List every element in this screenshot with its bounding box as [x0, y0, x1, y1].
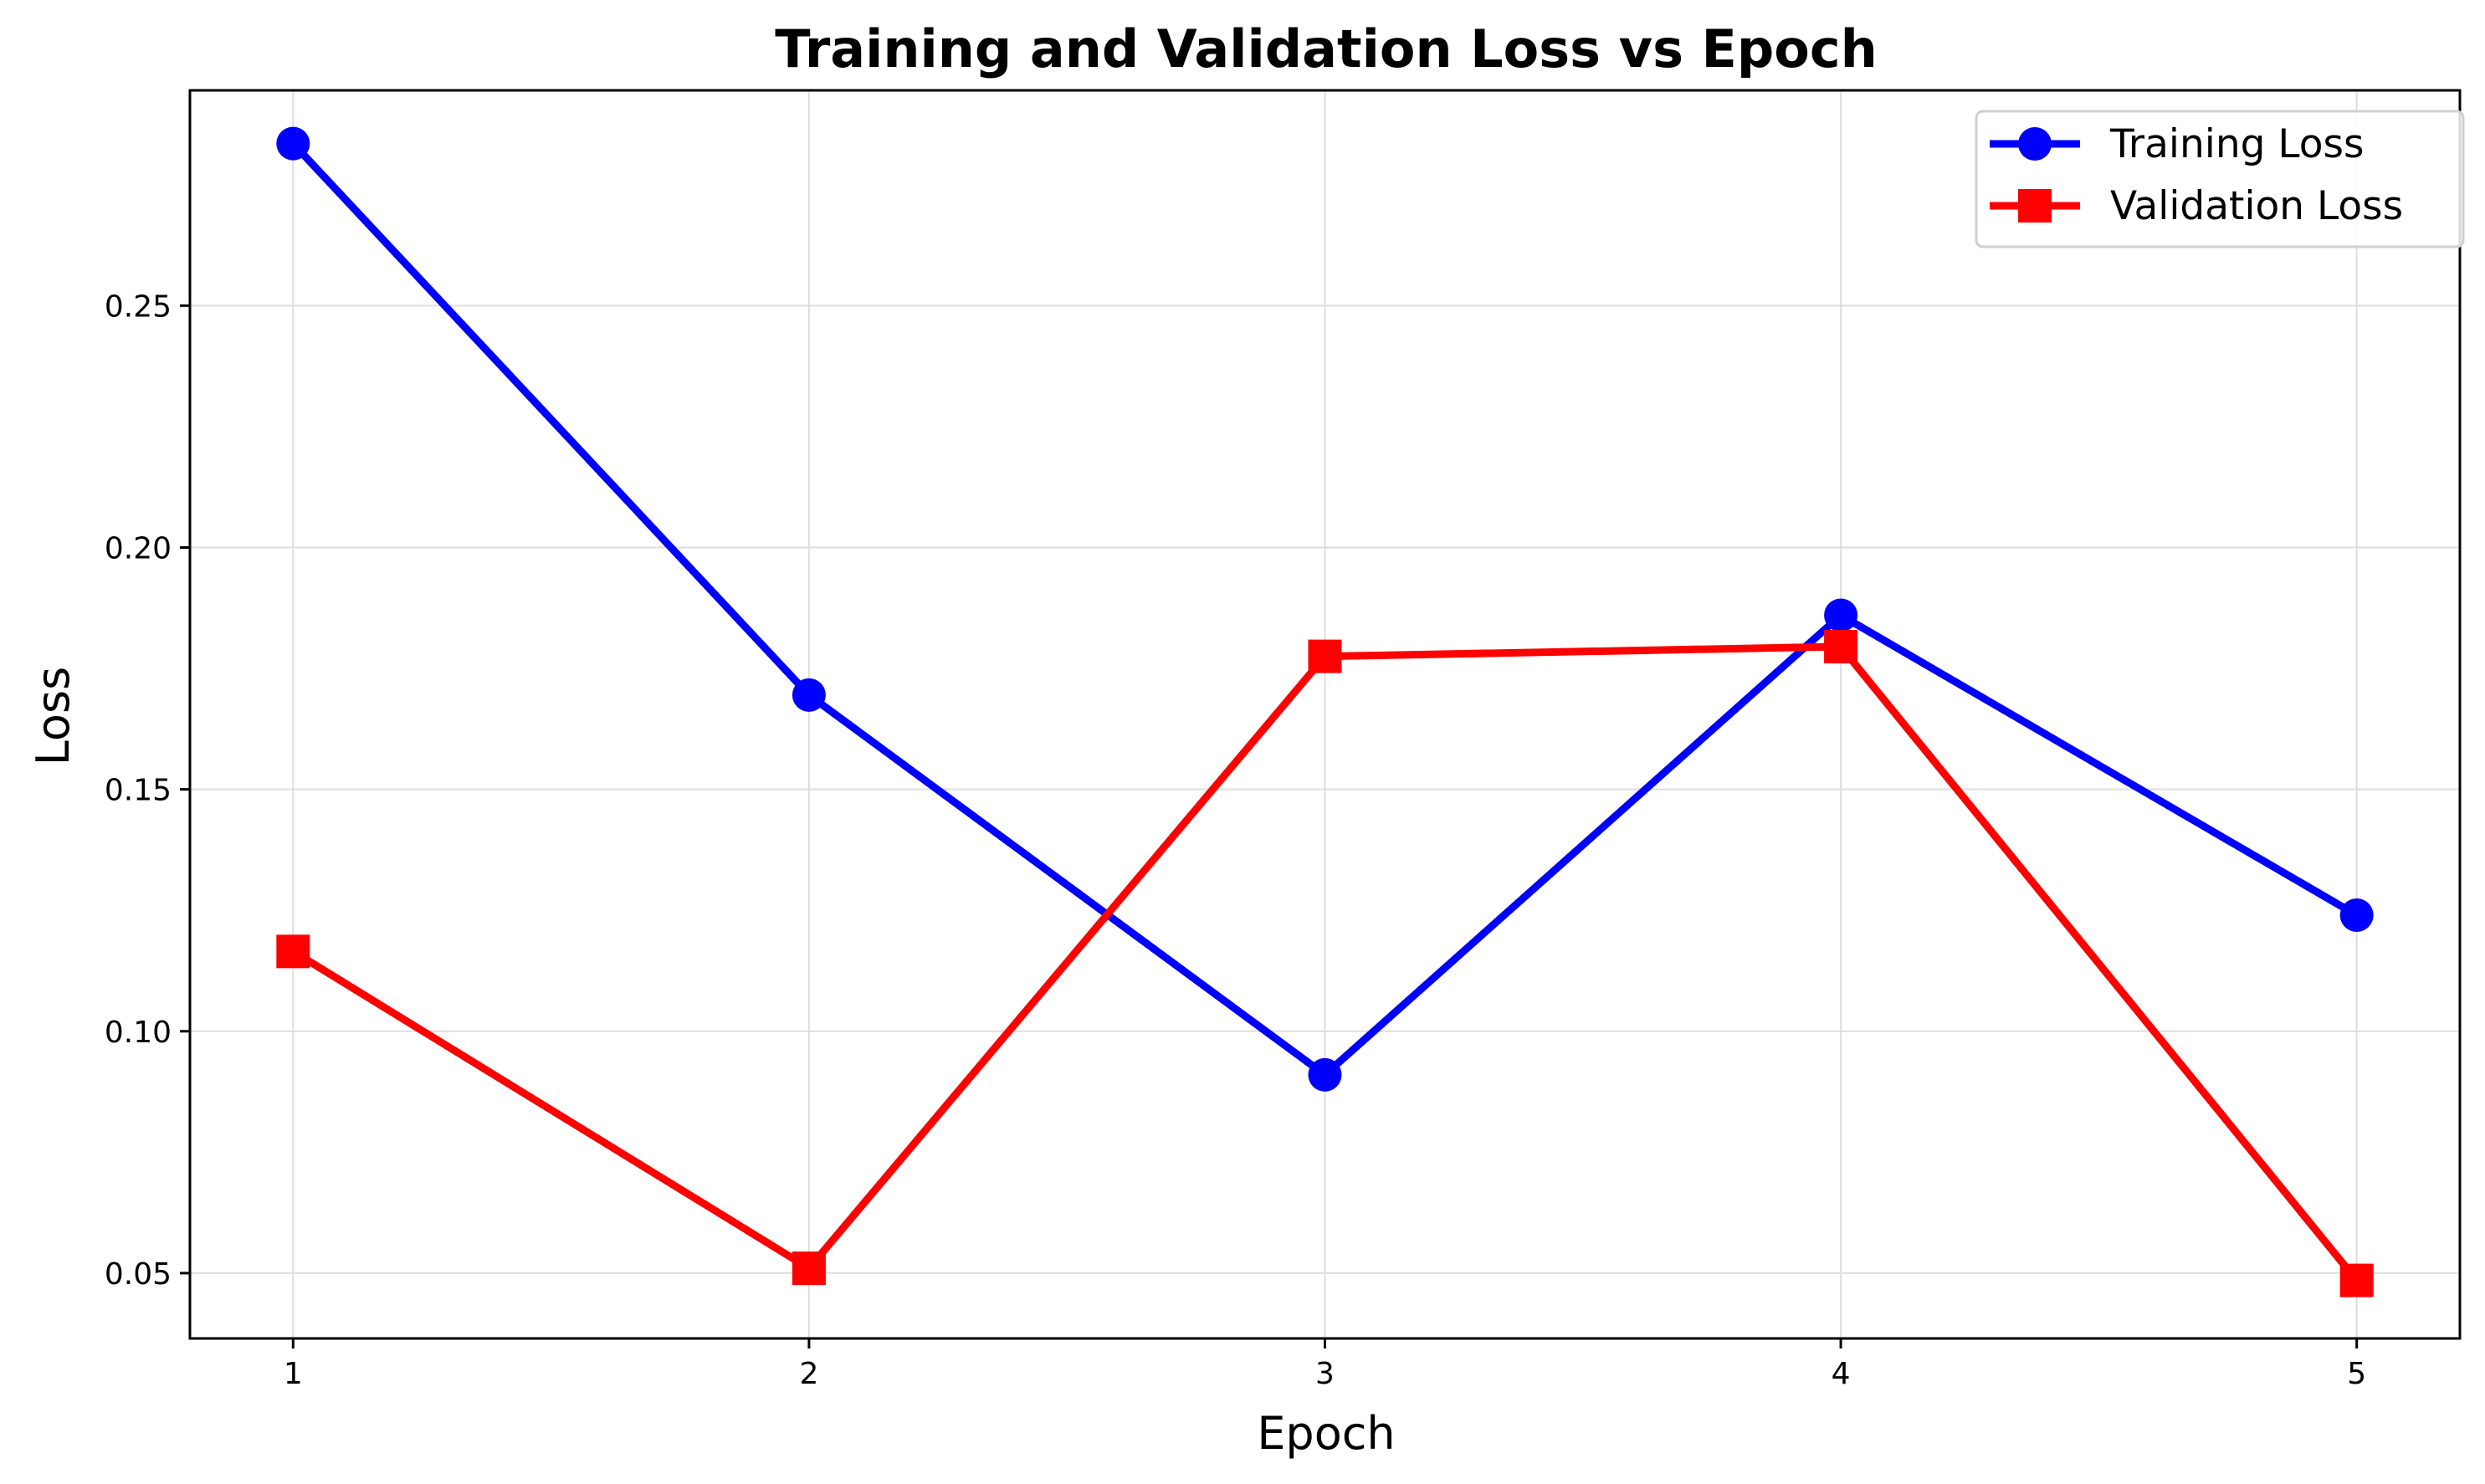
y-axis-title: Loss — [27, 667, 79, 765]
chart-title: Training and Validation Loss vs Epoch — [775, 18, 1878, 79]
y-tick-label: 0.25 — [105, 289, 172, 324]
x-tick-label: 1 — [284, 1357, 303, 1391]
y-tick-label: 0.05 — [105, 1257, 172, 1292]
x-axis-title: Epoch — [1257, 1407, 1395, 1460]
legend: Training Loss Validation Loss — [1975, 110, 2465, 248]
x-tick-label: 4 — [1832, 1357, 1851, 1391]
training-loss-point — [792, 678, 826, 712]
legend-label-training: Training Loss — [2109, 121, 2364, 167]
y-tick-label: 0.15 — [105, 774, 172, 808]
legend-training-marker — [2018, 127, 2052, 161]
training-loss-point — [1308, 1057, 1342, 1092]
x-tick-label: 5 — [2347, 1357, 2366, 1391]
series-layer — [276, 126, 2374, 1297]
validation-loss-point — [1308, 639, 1342, 673]
training-loss-point — [276, 126, 310, 161]
validation-loss-point — [1824, 630, 1858, 664]
tick-layer: 1 2 3 4 5 0.05 0.10 0.15 0.20 0.25 — [105, 289, 2366, 1391]
x-tick-label: 2 — [799, 1357, 818, 1391]
x-tick-label: 3 — [1315, 1357, 1335, 1391]
y-tick-label: 0.20 — [105, 531, 172, 565]
validation-loss-point — [2339, 1263, 2374, 1297]
grid-layer — [190, 90, 2460, 1338]
training-loss-point — [2339, 898, 2374, 932]
legend-validation-marker — [2018, 189, 2052, 223]
validation-loss-point — [792, 1251, 826, 1286]
validation-loss-point — [276, 934, 310, 969]
legend-frame — [1975, 110, 2465, 248]
y-tick-label: 0.10 — [105, 1016, 172, 1050]
training-loss-point — [1824, 598, 1858, 632]
legend-label-validation: Validation Loss — [2110, 183, 2403, 229]
